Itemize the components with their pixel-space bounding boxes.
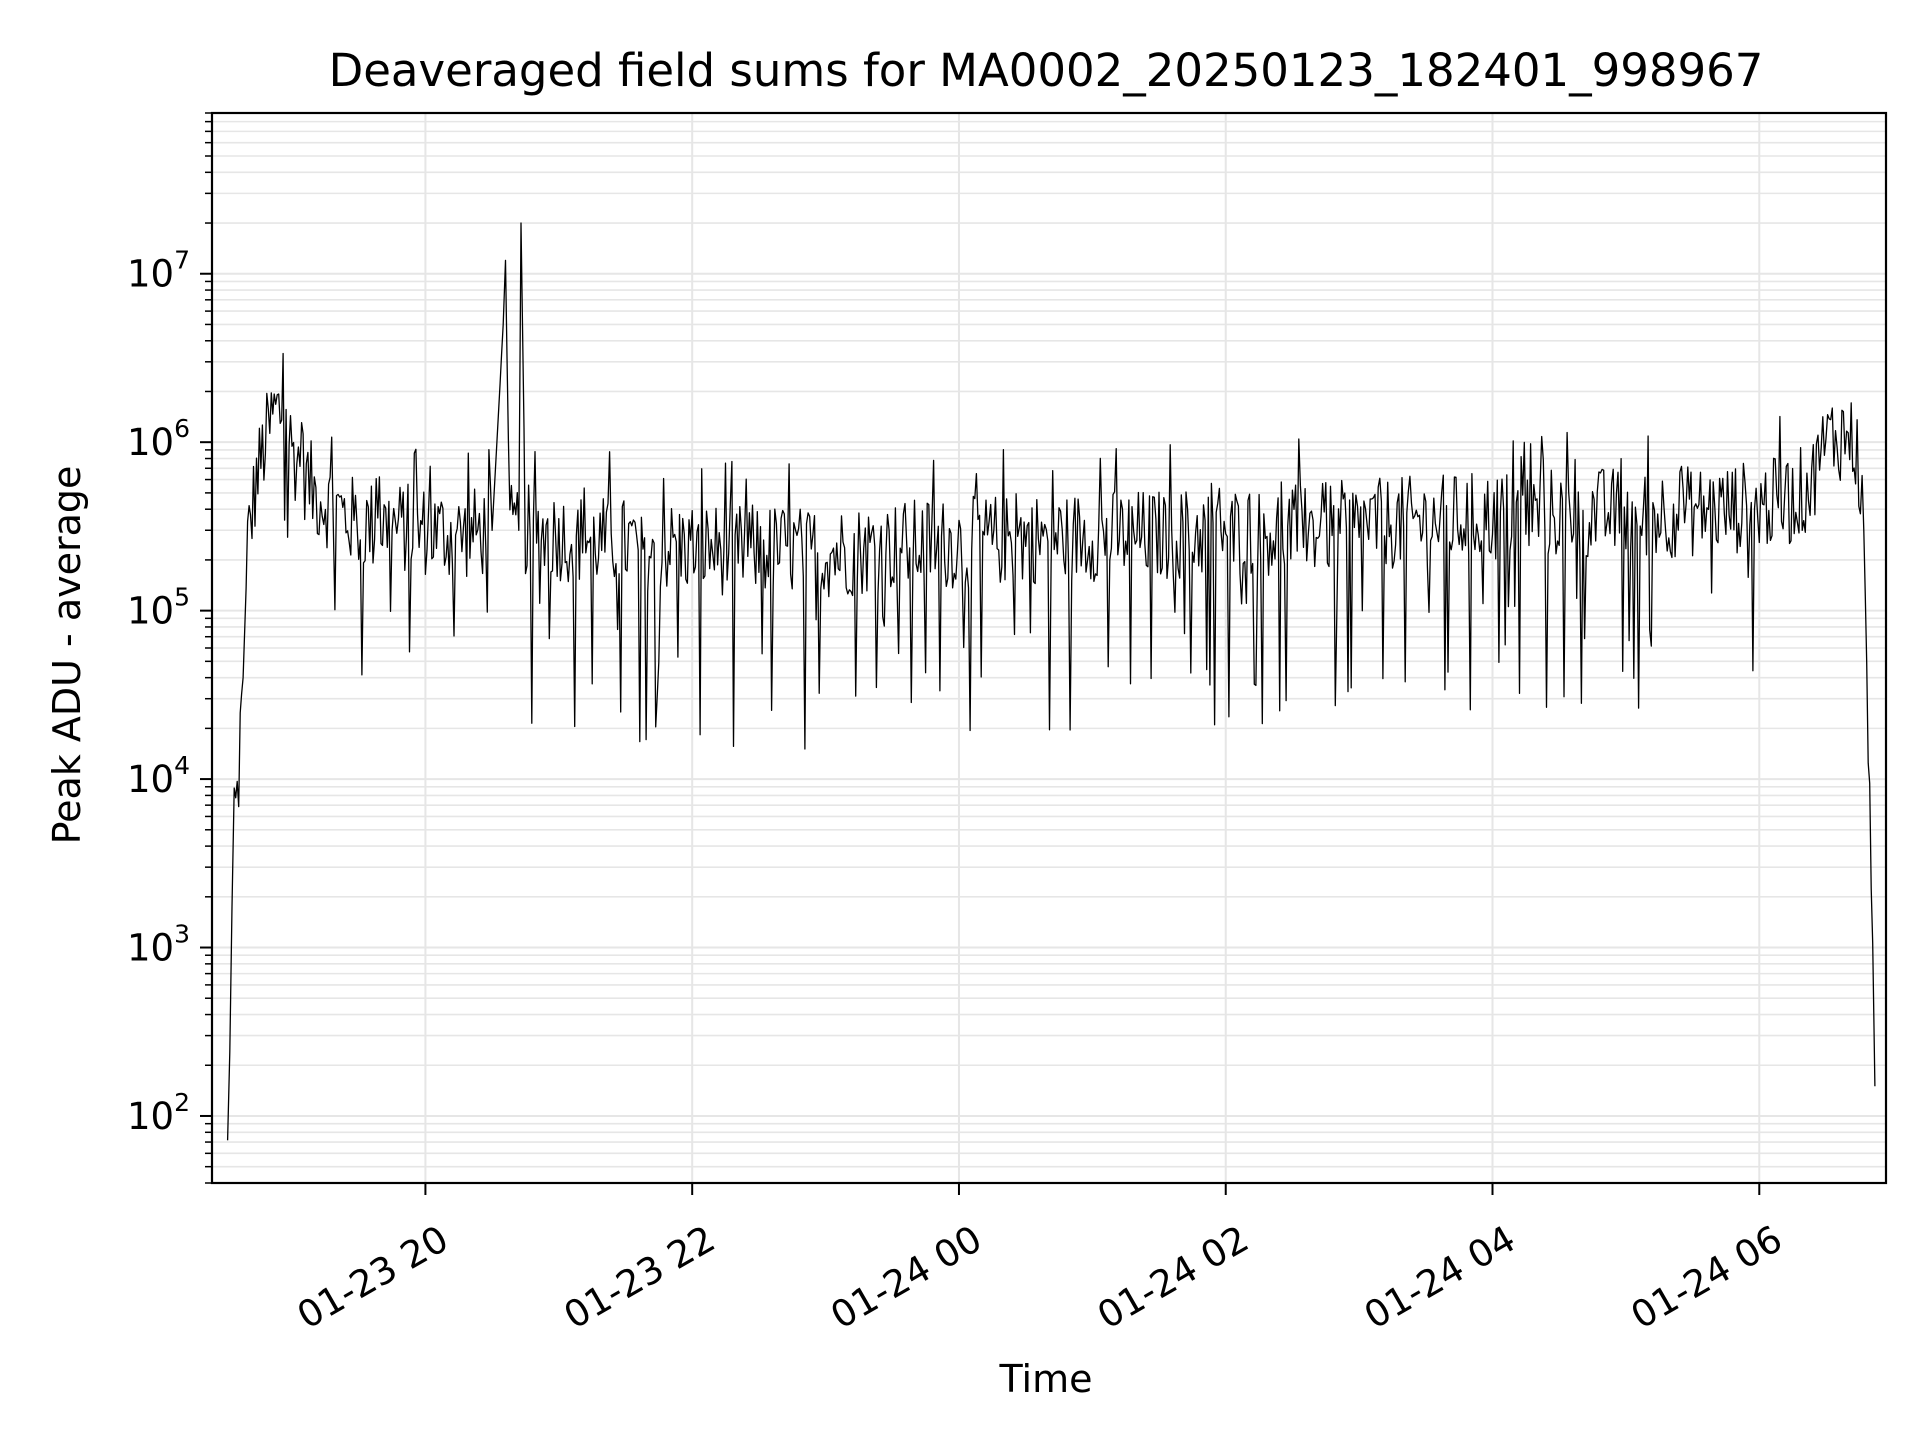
chart-title: Deaveraged field sums for MA0002_2025012… xyxy=(329,44,1764,97)
y-axis-label: Peak ADU - average xyxy=(45,466,89,845)
y-tick-label: 102 xyxy=(127,1088,190,1138)
series-layer xyxy=(226,222,1876,1141)
y-tick-label: 104 xyxy=(127,751,190,801)
grid xyxy=(212,112,1886,1184)
y-tick-label: 103 xyxy=(127,920,190,970)
y-tick-label: 107 xyxy=(127,246,190,296)
series-line xyxy=(226,222,1876,1141)
y-tick-label: 106 xyxy=(127,414,190,464)
x-axis-label: Time xyxy=(999,1357,1093,1401)
y-tick-label: 105 xyxy=(127,583,190,633)
